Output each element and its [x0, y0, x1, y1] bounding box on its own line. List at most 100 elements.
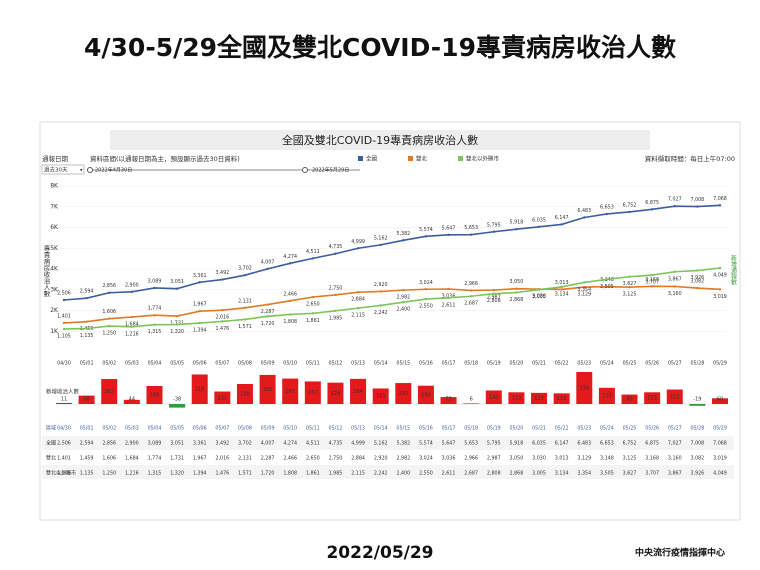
bar: [395, 383, 412, 404]
bar-label: 112: [557, 396, 567, 402]
table-cell: 1,731: [170, 456, 184, 462]
table-cell: 2,650: [306, 456, 320, 462]
table-date: 05/14: [374, 426, 388, 432]
legend-swatch: [358, 156, 363, 161]
table-date: 05/23: [577, 426, 591, 432]
y-tick-label: 6K: [50, 224, 59, 231]
legend-label: 雙北: [416, 155, 428, 163]
table-date: 05/20: [509, 426, 523, 432]
bar-label: 123: [647, 396, 657, 402]
point: [175, 287, 179, 290]
bar-label: 189: [150, 393, 160, 399]
table-cell: 3,926: [691, 471, 705, 477]
bar: [146, 386, 163, 404]
data-label: 5,574: [419, 227, 433, 233]
bar: [712, 398, 728, 404]
table-cell: 5,918: [510, 441, 524, 447]
table-date: 05/12: [329, 426, 343, 432]
table-cell: 2,966: [464, 456, 478, 462]
point: [605, 278, 609, 281]
y-tick-label: 3K: [50, 286, 59, 293]
dashboard-frame: [39, 121, 741, 521]
bar-label: 73: [445, 397, 451, 403]
table-cell: 5,382: [396, 441, 410, 447]
data-label: 2,466: [283, 291, 297, 297]
bar-label: 262: [104, 389, 114, 395]
slider-handle-start[interactable]: [87, 167, 93, 173]
table-cell: 1,135: [80, 471, 94, 477]
table-cell: 7,068: [713, 441, 727, 447]
bar: [644, 392, 661, 404]
table-date: 05/02: [102, 426, 116, 432]
table-cell: 5,574: [419, 441, 433, 447]
legend-label: 全國: [366, 155, 378, 163]
table-cell: 2,987: [487, 456, 501, 462]
data-label: 3,024: [419, 280, 433, 286]
bar-label: 192: [421, 392, 431, 398]
table-cell: 3,050: [510, 456, 524, 462]
point: [62, 321, 66, 325]
table-cell: 7,027: [668, 441, 682, 447]
point: [85, 296, 88, 300]
bar-label: 220: [399, 391, 409, 397]
bar: [621, 394, 638, 404]
y-tick-label: 4K: [50, 266, 59, 273]
point: [650, 285, 654, 288]
point: [198, 309, 201, 313]
range-start: 2022年4月30日: [95, 167, 132, 174]
table-row-label: 雙北: [46, 455, 56, 462]
data-label: 2,982: [396, 295, 410, 301]
table-cell: 1,401: [57, 456, 71, 462]
point: [628, 285, 631, 289]
table-cell: 2,115: [351, 471, 365, 477]
data-label: 4,274: [283, 254, 297, 260]
table-cell: 2,550: [419, 471, 433, 477]
point: [537, 225, 541, 228]
x-tick-label: 05/20: [509, 361, 523, 367]
x-tick-label: 05/19: [487, 361, 501, 367]
point: [85, 327, 88, 330]
filter-dropdown[interactable]: [41, 164, 85, 175]
y-tick-label: 1K: [50, 328, 59, 335]
table-cell: 1,684: [125, 456, 139, 462]
data-label: 3,707: [645, 280, 659, 286]
point: [379, 304, 382, 307]
slider-handle-end[interactable]: [302, 167, 308, 173]
table-cell: 1,250: [102, 471, 116, 477]
dropdown-arrow: ▾: [80, 168, 83, 174]
table-date: 05/21: [532, 426, 546, 432]
table-cell: 2,131: [238, 456, 252, 462]
data-label: 1,808: [283, 319, 297, 325]
point: [356, 306, 360, 310]
point: [85, 320, 88, 323]
table-row-label: 雙北以外縣市: [46, 470, 76, 477]
data-label: 3,036: [442, 294, 456, 300]
table-date: 05/25: [623, 426, 637, 432]
x-tick-label: 05/12: [329, 361, 343, 367]
bar-label: 210: [240, 392, 250, 398]
table-cell: 3,148: [600, 456, 614, 462]
x-tick-label: 05/27: [668, 361, 682, 367]
data-label: 3,134: [555, 291, 569, 297]
data-label: 4,007: [261, 259, 275, 265]
table-cell: 6,653: [600, 441, 614, 447]
data-label: 1,216: [125, 331, 139, 337]
table-date: 05/18: [464, 426, 478, 432]
data-label: 2,650: [306, 302, 320, 308]
bar-label: 6: [470, 397, 473, 403]
bar: [463, 403, 480, 404]
data-label: 4,049: [713, 272, 727, 278]
point: [583, 285, 586, 289]
data-label: 1,250: [102, 331, 116, 337]
point: [311, 295, 315, 299]
table-cell: 3,505: [600, 471, 614, 477]
bar: [169, 404, 186, 408]
point: [198, 321, 201, 325]
data-label: 3,702: [238, 266, 252, 272]
y-tick-label: 2K: [50, 307, 59, 314]
data-label: 7,008: [691, 197, 705, 203]
x-tick-label: 05/29: [713, 361, 727, 367]
bar-label: 310: [195, 387, 205, 393]
x-tick-label: 05/17: [442, 361, 456, 367]
